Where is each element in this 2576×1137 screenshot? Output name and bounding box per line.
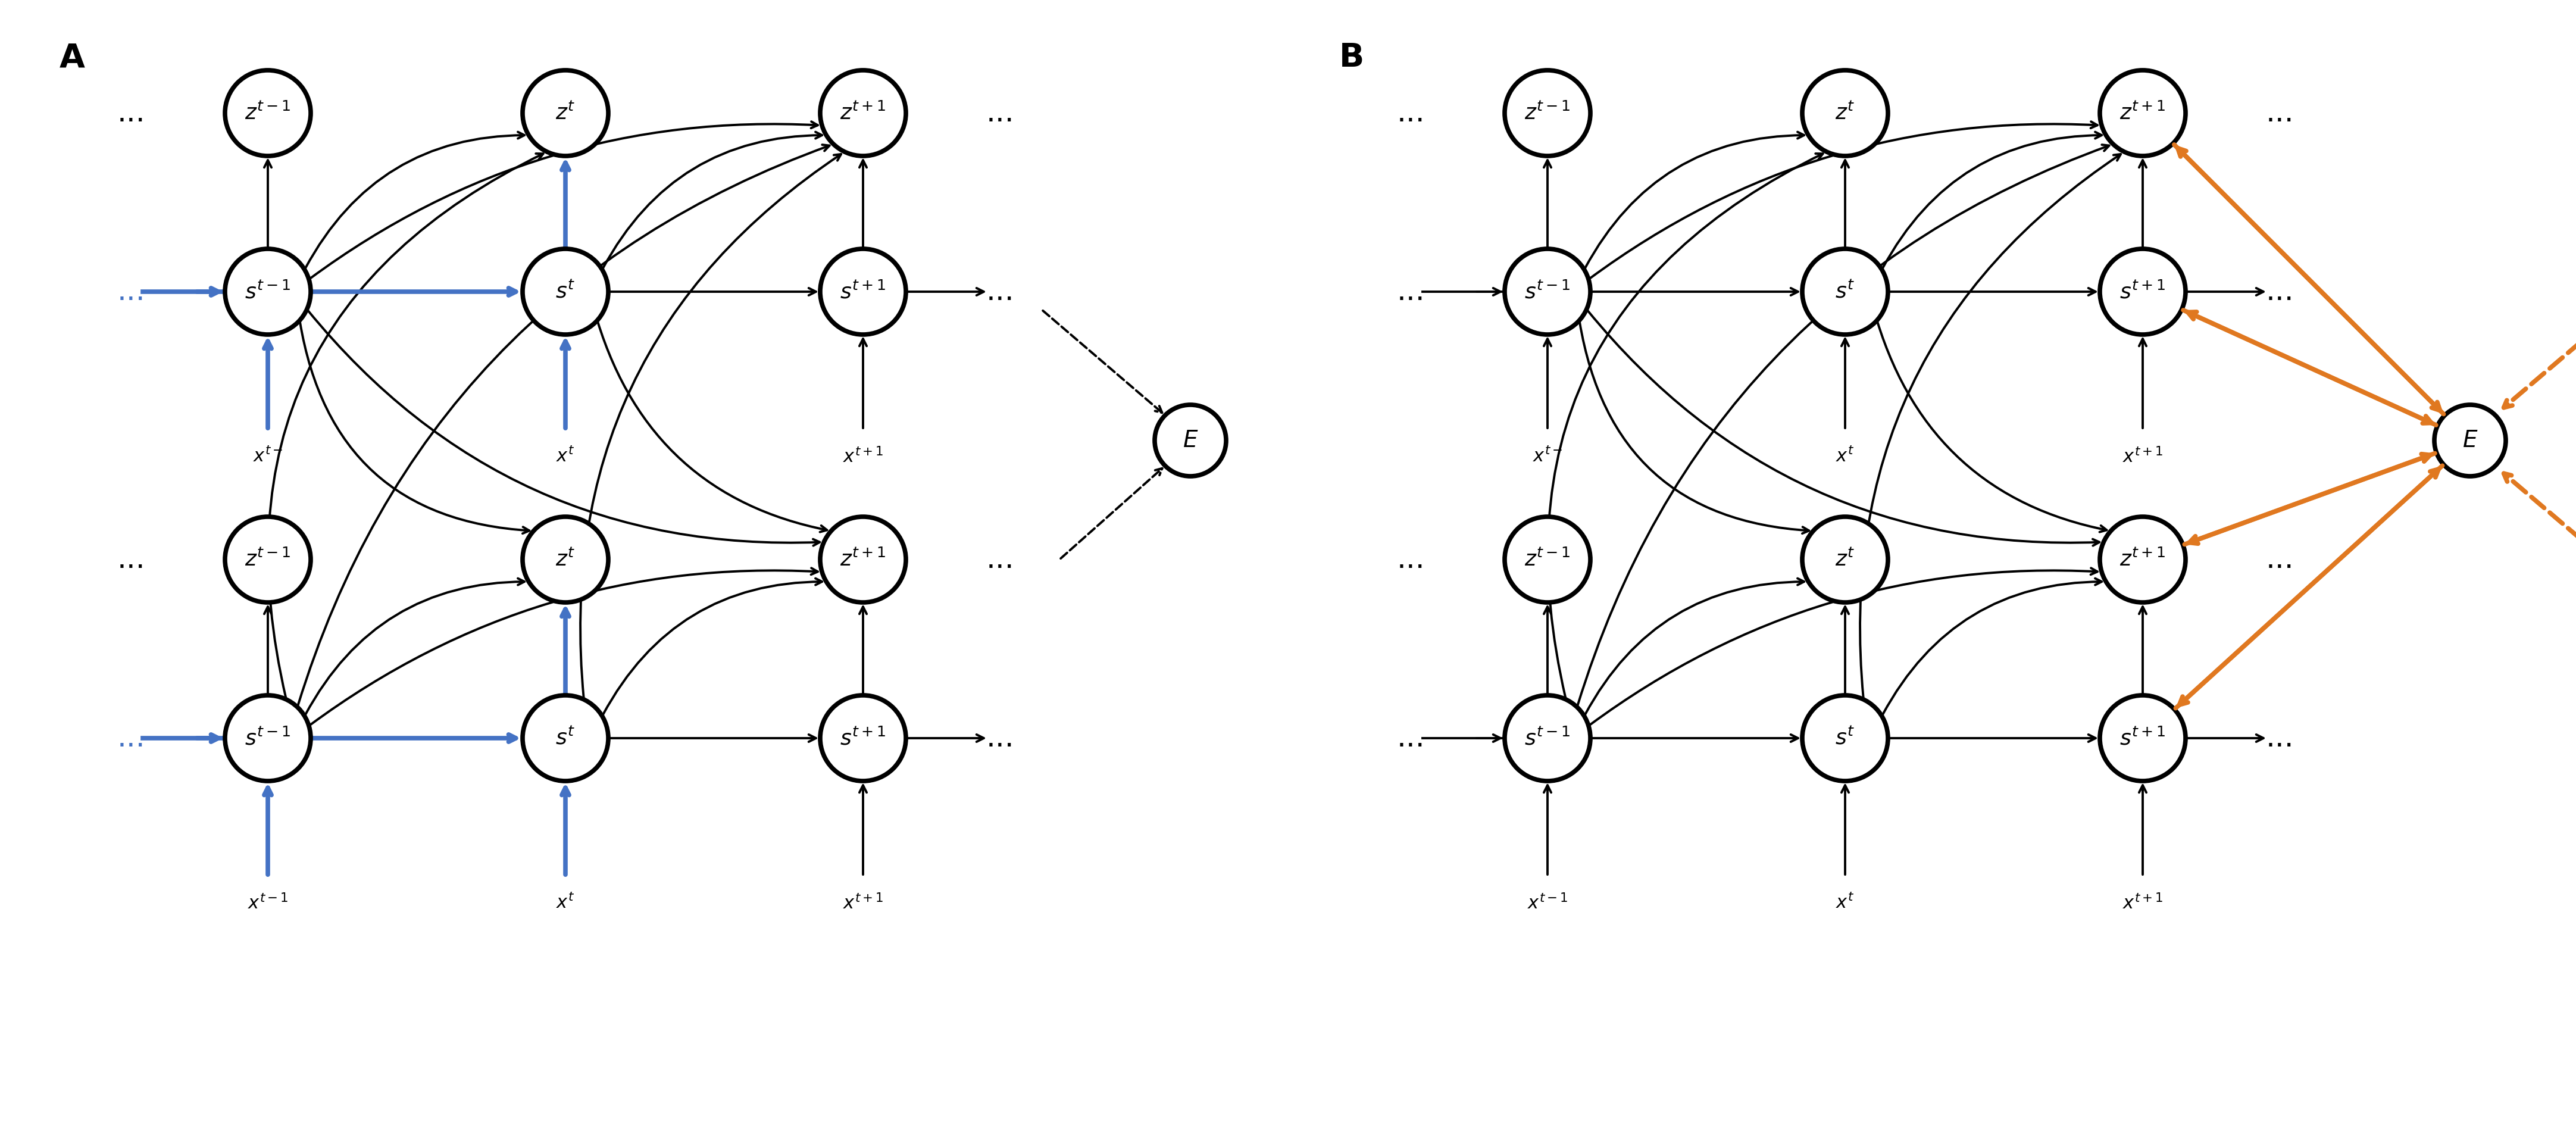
Text: $z^{t+1}$: $z^{t+1}$ [2120, 102, 2166, 124]
Text: $x^{t}$: $x^{t}$ [1837, 448, 1855, 466]
Text: ...: ... [2264, 546, 2293, 574]
Text: $z^{t}$: $z^{t}$ [1834, 549, 1855, 570]
Text: $E$: $E$ [1182, 430, 1198, 451]
Circle shape [1154, 405, 1226, 476]
Circle shape [1504, 696, 1589, 781]
Text: $z^{t+1}$: $z^{t+1}$ [840, 102, 886, 124]
Circle shape [2099, 249, 2184, 334]
Text: ...: ... [1396, 724, 1425, 753]
Circle shape [224, 516, 312, 603]
Circle shape [1803, 696, 1888, 781]
Text: ...: ... [1396, 277, 1425, 306]
Text: $E$: $E$ [2463, 430, 2478, 451]
Circle shape [224, 696, 312, 781]
Circle shape [1504, 249, 1589, 334]
Text: ...: ... [2264, 724, 2293, 753]
Circle shape [2099, 516, 2184, 603]
Text: ...: ... [987, 724, 1015, 753]
Circle shape [2434, 405, 2506, 476]
Text: ...: ... [1396, 99, 1425, 127]
Text: $s^{t-1}$: $s^{t-1}$ [1525, 728, 1571, 749]
Text: $s^{t-1}$: $s^{t-1}$ [245, 281, 291, 302]
Text: $s^{t+1}$: $s^{t+1}$ [840, 728, 886, 749]
Text: $z^{t-1}$: $z^{t-1}$ [245, 102, 291, 124]
Circle shape [523, 696, 608, 781]
Text: $z^{t-1}$: $z^{t-1}$ [1525, 549, 1571, 571]
Circle shape [1803, 249, 1888, 334]
Circle shape [224, 249, 312, 334]
Text: $x^{t-}$: $x^{t-}$ [1533, 448, 1564, 466]
Circle shape [523, 249, 608, 334]
Text: $s^{t}$: $s^{t}$ [556, 728, 574, 749]
Circle shape [2099, 696, 2184, 781]
Text: ...: ... [2264, 277, 2293, 306]
Text: $s^{t+1}$: $s^{t+1}$ [2120, 281, 2166, 302]
Text: $x^{t}$: $x^{t}$ [556, 448, 574, 466]
Circle shape [819, 516, 907, 603]
Text: $x^{t}$: $x^{t}$ [1837, 894, 1855, 913]
Circle shape [1504, 516, 1589, 603]
Text: $z^{t-1}$: $z^{t-1}$ [1525, 102, 1571, 124]
Text: $x^{t-}$: $x^{t-}$ [252, 448, 283, 466]
Text: $z^{t}$: $z^{t}$ [556, 549, 574, 570]
Text: $z^{t}$: $z^{t}$ [556, 102, 574, 124]
Circle shape [819, 249, 907, 334]
Text: $s^{t-1}$: $s^{t-1}$ [1525, 281, 1571, 302]
Text: ...: ... [987, 277, 1015, 306]
Circle shape [523, 516, 608, 603]
Circle shape [819, 70, 907, 156]
Text: $s^{t}$: $s^{t}$ [556, 281, 574, 302]
Text: $z^{t-1}$: $z^{t-1}$ [245, 549, 291, 571]
Text: B: B [1340, 42, 1365, 74]
Text: A: A [59, 42, 85, 74]
Text: ...: ... [116, 99, 144, 127]
Text: $s^{t+1}$: $s^{t+1}$ [840, 281, 886, 302]
Text: $x^{t-1}$: $x^{t-1}$ [1528, 894, 1569, 913]
Circle shape [2099, 70, 2184, 156]
Circle shape [1803, 516, 1888, 603]
Text: ...: ... [2264, 99, 2293, 127]
Text: ...: ... [116, 546, 144, 574]
Text: $s^{t-1}$: $s^{t-1}$ [245, 728, 291, 749]
Text: $x^{t+1}$: $x^{t+1}$ [2123, 448, 2164, 467]
Circle shape [1803, 70, 1888, 156]
Text: $x^{t-1}$: $x^{t-1}$ [247, 894, 289, 913]
Text: $x^{t+1}$: $x^{t+1}$ [2123, 894, 2164, 913]
Text: $s^{t}$: $s^{t}$ [1834, 728, 1855, 749]
Text: $z^{t+1}$: $z^{t+1}$ [2120, 549, 2166, 571]
Text: $z^{t}$: $z^{t}$ [1834, 102, 1855, 124]
Text: $s^{t+1}$: $s^{t+1}$ [2120, 728, 2166, 749]
Text: ...: ... [116, 277, 144, 306]
Circle shape [1504, 70, 1589, 156]
Text: $x^{t+1}$: $x^{t+1}$ [842, 448, 884, 467]
Text: $x^{t+1}$: $x^{t+1}$ [842, 894, 884, 913]
Text: $z^{t+1}$: $z^{t+1}$ [840, 549, 886, 571]
Circle shape [819, 696, 907, 781]
Text: ...: ... [1396, 546, 1425, 574]
Text: $x^{t}$: $x^{t}$ [556, 894, 574, 913]
Circle shape [523, 70, 608, 156]
Text: ...: ... [116, 724, 144, 753]
Circle shape [224, 70, 312, 156]
Text: ...: ... [987, 99, 1015, 127]
Text: ...: ... [987, 546, 1015, 574]
Text: $s^{t}$: $s^{t}$ [1834, 281, 1855, 302]
